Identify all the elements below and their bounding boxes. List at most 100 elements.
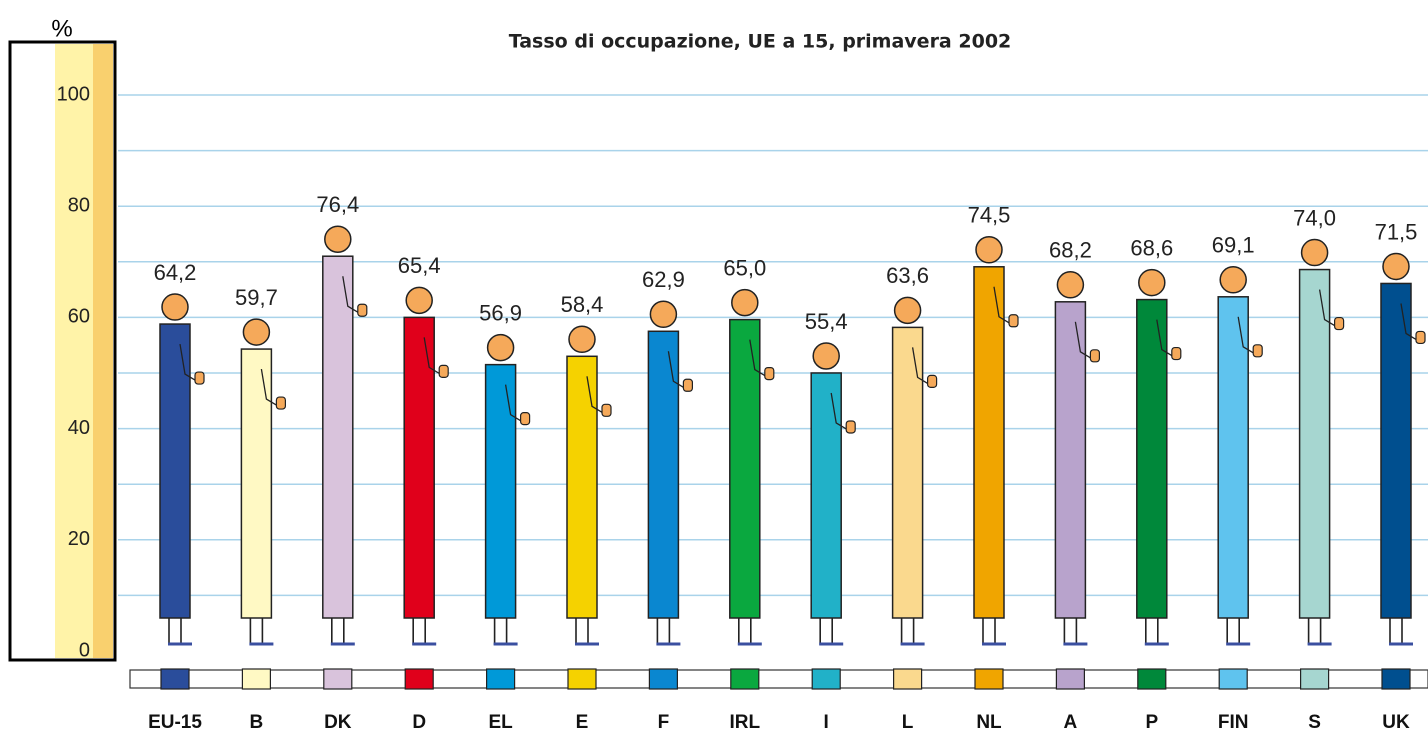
y-axis-label: % [51, 15, 72, 42]
bar-body [1054, 301, 1087, 619]
legs [575, 618, 598, 645]
person-bar [240, 318, 286, 646]
x-tick-label: S [1308, 712, 1321, 731]
hand [764, 367, 775, 381]
legend-swatch [648, 668, 679, 690]
arm [179, 343, 196, 381]
head [1382, 252, 1410, 281]
legs [1389, 618, 1412, 645]
bar-body [729, 318, 761, 619]
y-tick-label: 0 [79, 639, 90, 661]
x-tick-label: A [1064, 712, 1078, 731]
hand [926, 374, 938, 388]
x-tick-label: EL [488, 712, 513, 731]
y-tick-label: 80 [68, 194, 90, 216]
head [242, 318, 271, 346]
legs [331, 618, 354, 645]
legend-strip [129, 669, 1428, 689]
value-label: 65,4 [398, 253, 441, 278]
arm [667, 351, 684, 388]
arm [1074, 321, 1091, 359]
legend-swatch [1381, 668, 1411, 690]
arm [749, 339, 766, 377]
arm [830, 392, 847, 430]
x-tick-label: FIN [1218, 712, 1249, 731]
legs [412, 618, 436, 645]
legend-swatch [1299, 668, 1330, 690]
chart-title: Tasso di occupazione, UE a 15, primavera… [509, 31, 1012, 53]
legend-swatch [160, 668, 190, 690]
legend-swatch [1137, 668, 1167, 690]
legs [982, 618, 1005, 645]
bar-body [810, 372, 842, 619]
value-label: 76,4 [316, 192, 359, 217]
head [324, 225, 352, 253]
bar-body [403, 316, 435, 619]
bar-body [1380, 282, 1412, 619]
legs [1063, 618, 1087, 645]
legs [900, 618, 924, 645]
head [812, 342, 840, 370]
hand [357, 303, 368, 317]
legs [656, 618, 680, 645]
hand [275, 396, 286, 410]
value-label: 68,2 [1049, 238, 1092, 263]
head [486, 333, 515, 362]
value-label: 63,6 [886, 263, 929, 288]
value-label: 64,2 [154, 260, 197, 285]
x-tick-label: UK [1382, 712, 1410, 731]
value-label: 62,9 [642, 267, 685, 292]
legend-swatch [567, 668, 597, 690]
hand [1089, 349, 1101, 363]
person-bar [973, 236, 1019, 646]
hand [1252, 344, 1263, 358]
bar-body [891, 326, 924, 619]
bar-body [1136, 298, 1168, 619]
arm [1156, 319, 1173, 357]
legend-swatch [486, 668, 516, 690]
x-tick-label: E [576, 712, 589, 731]
legs [1145, 618, 1168, 645]
person-bar [1380, 252, 1426, 646]
arm [1400, 303, 1417, 341]
hand [845, 420, 856, 434]
value-label: 69,1 [1212, 233, 1255, 258]
head [1300, 238, 1329, 267]
legs [819, 618, 843, 645]
hand [1171, 346, 1182, 361]
legend-swatch [730, 668, 760, 690]
person-bar [566, 325, 612, 646]
person-bar [1054, 271, 1101, 646]
value-label: 74,5 [968, 203, 1011, 228]
bar-body [322, 255, 354, 619]
head [405, 286, 433, 315]
bar-body [1298, 268, 1331, 619]
legs [738, 618, 761, 645]
x-tick-label: B [250, 712, 264, 731]
hand [601, 403, 612, 417]
axis-stripe [93, 44, 113, 658]
person-bar [891, 296, 938, 646]
person-bar [322, 225, 368, 646]
person-bar [729, 288, 775, 646]
arm [586, 376, 603, 413]
person-bar [159, 293, 205, 646]
head [975, 236, 1003, 264]
legs [249, 618, 273, 645]
person-bar [647, 300, 694, 646]
arm [911, 347, 928, 384]
hand [438, 364, 449, 378]
head [1138, 268, 1166, 297]
legs [1307, 618, 1331, 645]
person-bar [1136, 268, 1182, 646]
head [161, 293, 189, 321]
legend-swatch [323, 668, 353, 690]
legs [493, 618, 517, 645]
value-label: 58,4 [561, 292, 604, 317]
legend-swatch [1055, 668, 1086, 690]
hand [1008, 314, 1019, 328]
y-tick-label: 100 [57, 83, 90, 105]
value-label: 55,4 [805, 309, 848, 334]
bar-body [566, 355, 598, 619]
